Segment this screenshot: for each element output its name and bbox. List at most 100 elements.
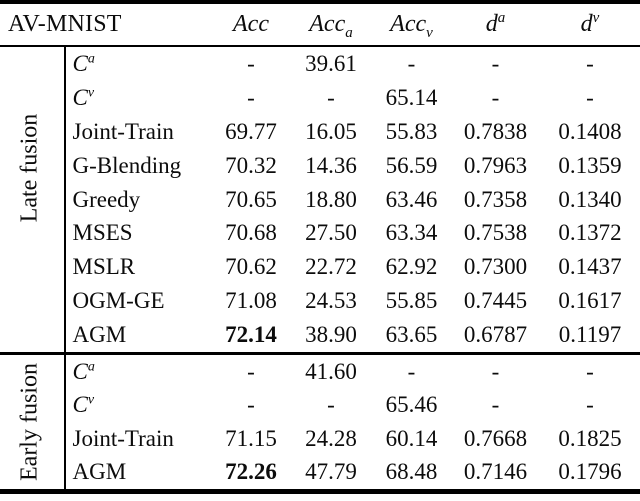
row-label: MSLR xyxy=(72,254,136,280)
table-row-ca: Ca - 41.60 - - - xyxy=(66,355,640,389)
calligraphic-c: C xyxy=(72,358,88,384)
table-row-agm: AGM 72.26 47.79 68.48 0.7146 0.1796 xyxy=(66,456,640,490)
value-cell: 0.1408 xyxy=(558,118,622,144)
value-cell: - xyxy=(491,392,500,418)
row-label: Joint-Train xyxy=(72,118,174,144)
row-label-superscript: v xyxy=(87,392,95,408)
value-cell: - xyxy=(247,358,255,384)
value-cell: 70.65 xyxy=(225,186,277,212)
value-cell: 27.50 xyxy=(305,220,357,246)
value-cell: 39.61 xyxy=(305,50,357,76)
value-cell: 0.1825 xyxy=(558,425,622,451)
col-header-acc-v: Accv xyxy=(372,10,451,41)
late-fusion-gutter: Late fusion xyxy=(0,47,64,352)
value-cell: 38.90 xyxy=(305,322,357,348)
top-rule xyxy=(0,0,640,4)
value-cell: 62.92 xyxy=(385,254,438,280)
value-cell: 63.65 xyxy=(385,322,438,348)
table-row-greedy: Greedy 70.65 18.80 63.46 0.7358 0.1340 xyxy=(66,183,640,217)
col-header-acc-text: Acc xyxy=(233,10,269,37)
value-cell-best: 72.14 xyxy=(225,322,277,348)
table-row-agm: AGM 72.14 38.90 63.65 0.6787 0.1197 xyxy=(66,318,640,352)
value-cell: 71.08 xyxy=(225,288,277,314)
row-label-superscript: a xyxy=(87,51,95,67)
bottom-rule xyxy=(0,489,640,494)
col-header-d-v: dv xyxy=(540,9,640,38)
value-cell: 0.1796 xyxy=(558,459,622,485)
calligraphic-c: C xyxy=(72,50,88,76)
value-cell: - xyxy=(247,392,255,418)
value-cell: 0.7668 xyxy=(463,425,528,451)
value-cell: 70.32 xyxy=(225,152,277,178)
row-label: Ca xyxy=(66,359,213,385)
vertical-rule xyxy=(63,47,66,352)
value-cell: - xyxy=(586,84,594,110)
col-header-d-a: da xyxy=(451,9,540,38)
section-early-fusion: Early fusion Ca - 41.60 - - - Cv - - 65.… xyxy=(0,355,640,489)
value-cell-best: 72.26 xyxy=(225,459,277,485)
col-header-acc: Acc xyxy=(212,11,290,38)
value-cell: 70.62 xyxy=(225,254,277,280)
col-header-acc-v-text: Acc xyxy=(390,10,427,37)
value-cell: 0.7838 xyxy=(463,118,528,144)
value-cell: 22.72 xyxy=(305,254,357,280)
value-cell: 0.1372 xyxy=(558,220,622,246)
col-header-acc-a: Acca xyxy=(290,10,372,40)
section-divider-rule xyxy=(0,352,640,355)
col-header-acc-v-subscript: v xyxy=(426,24,433,41)
value-cell: 0.7963 xyxy=(463,152,528,178)
table-row-cv: Cv - - 65.14 - - xyxy=(66,81,640,115)
value-cell: 24.28 xyxy=(305,425,357,451)
row-label: Cv xyxy=(66,392,213,418)
table-row-mslr: MSLR 70.62 22.72 62.92 0.7300 0.1437 xyxy=(66,250,640,284)
value-cell: - xyxy=(407,50,416,76)
value-cell: 41.60 xyxy=(305,358,357,384)
value-cell: 0.7358 xyxy=(463,186,528,212)
value-cell: 0.1617 xyxy=(558,288,622,314)
row-label: MSES xyxy=(72,220,133,246)
value-cell: 18.80 xyxy=(305,186,357,212)
value-cell: 0.1359 xyxy=(558,152,622,178)
value-cell: 0.7146 xyxy=(463,459,528,485)
value-cell: - xyxy=(407,358,416,384)
row-label: Cv xyxy=(66,85,213,111)
value-cell: 63.34 xyxy=(385,220,438,246)
value-cell: 55.83 xyxy=(385,118,438,144)
value-cell: 0.7538 xyxy=(463,220,528,246)
value-cell: 0.1340 xyxy=(558,186,622,212)
value-cell: 47.79 xyxy=(305,459,357,485)
row-label: OGM-GE xyxy=(72,288,165,314)
value-cell: - xyxy=(491,84,500,110)
row-label-superscript: v xyxy=(87,85,95,101)
late-fusion-label: Late fusion xyxy=(16,113,43,223)
value-cell: - xyxy=(327,392,335,418)
table-row-joint-train: Joint-Train 71.15 24.28 60.14 0.7668 0.1… xyxy=(66,422,640,456)
value-cell: 65.46 xyxy=(385,392,438,418)
value-cell: 68.48 xyxy=(385,459,438,485)
col-header-d-a-superscript: a xyxy=(497,9,506,26)
value-cell: 63.46 xyxy=(385,186,438,212)
table-row-mses: MSES 70.68 27.50 63.34 0.7538 0.1372 xyxy=(66,216,640,250)
row-label: AGM xyxy=(72,322,127,348)
table-title: AV-MNIST xyxy=(8,10,122,37)
value-cell: 0.7445 xyxy=(463,288,528,314)
table-row-joint-train: Joint-Train 69.77 16.05 55.83 0.7838 0.1… xyxy=(66,115,640,149)
late-fusion-rows: Ca - 39.61 - - - Cv - - 65.14 - - Joint-… xyxy=(66,47,640,352)
value-cell: 70.68 xyxy=(225,220,277,246)
value-cell: - xyxy=(491,50,500,76)
col-header-acc-a-text: Acc xyxy=(309,10,346,37)
value-cell: 0.1197 xyxy=(558,322,622,348)
value-cell: 0.6787 xyxy=(463,322,528,348)
calligraphic-c: C xyxy=(72,392,88,418)
row-label-superscript: a xyxy=(87,359,95,375)
col-header-d-a-text: d xyxy=(485,10,498,37)
row-label: G-Blending xyxy=(72,152,182,178)
value-cell: - xyxy=(327,84,335,110)
early-fusion-label: Early fusion xyxy=(16,363,43,481)
table-row-g-blending: G-Blending 70.32 14.36 56.59 0.7963 0.13… xyxy=(66,149,640,183)
value-cell: 0.7300 xyxy=(463,254,528,280)
value-cell: 16.05 xyxy=(305,118,357,144)
col-header-d-v-superscript: v xyxy=(592,9,600,26)
early-fusion-gutter: Early fusion xyxy=(0,355,64,489)
